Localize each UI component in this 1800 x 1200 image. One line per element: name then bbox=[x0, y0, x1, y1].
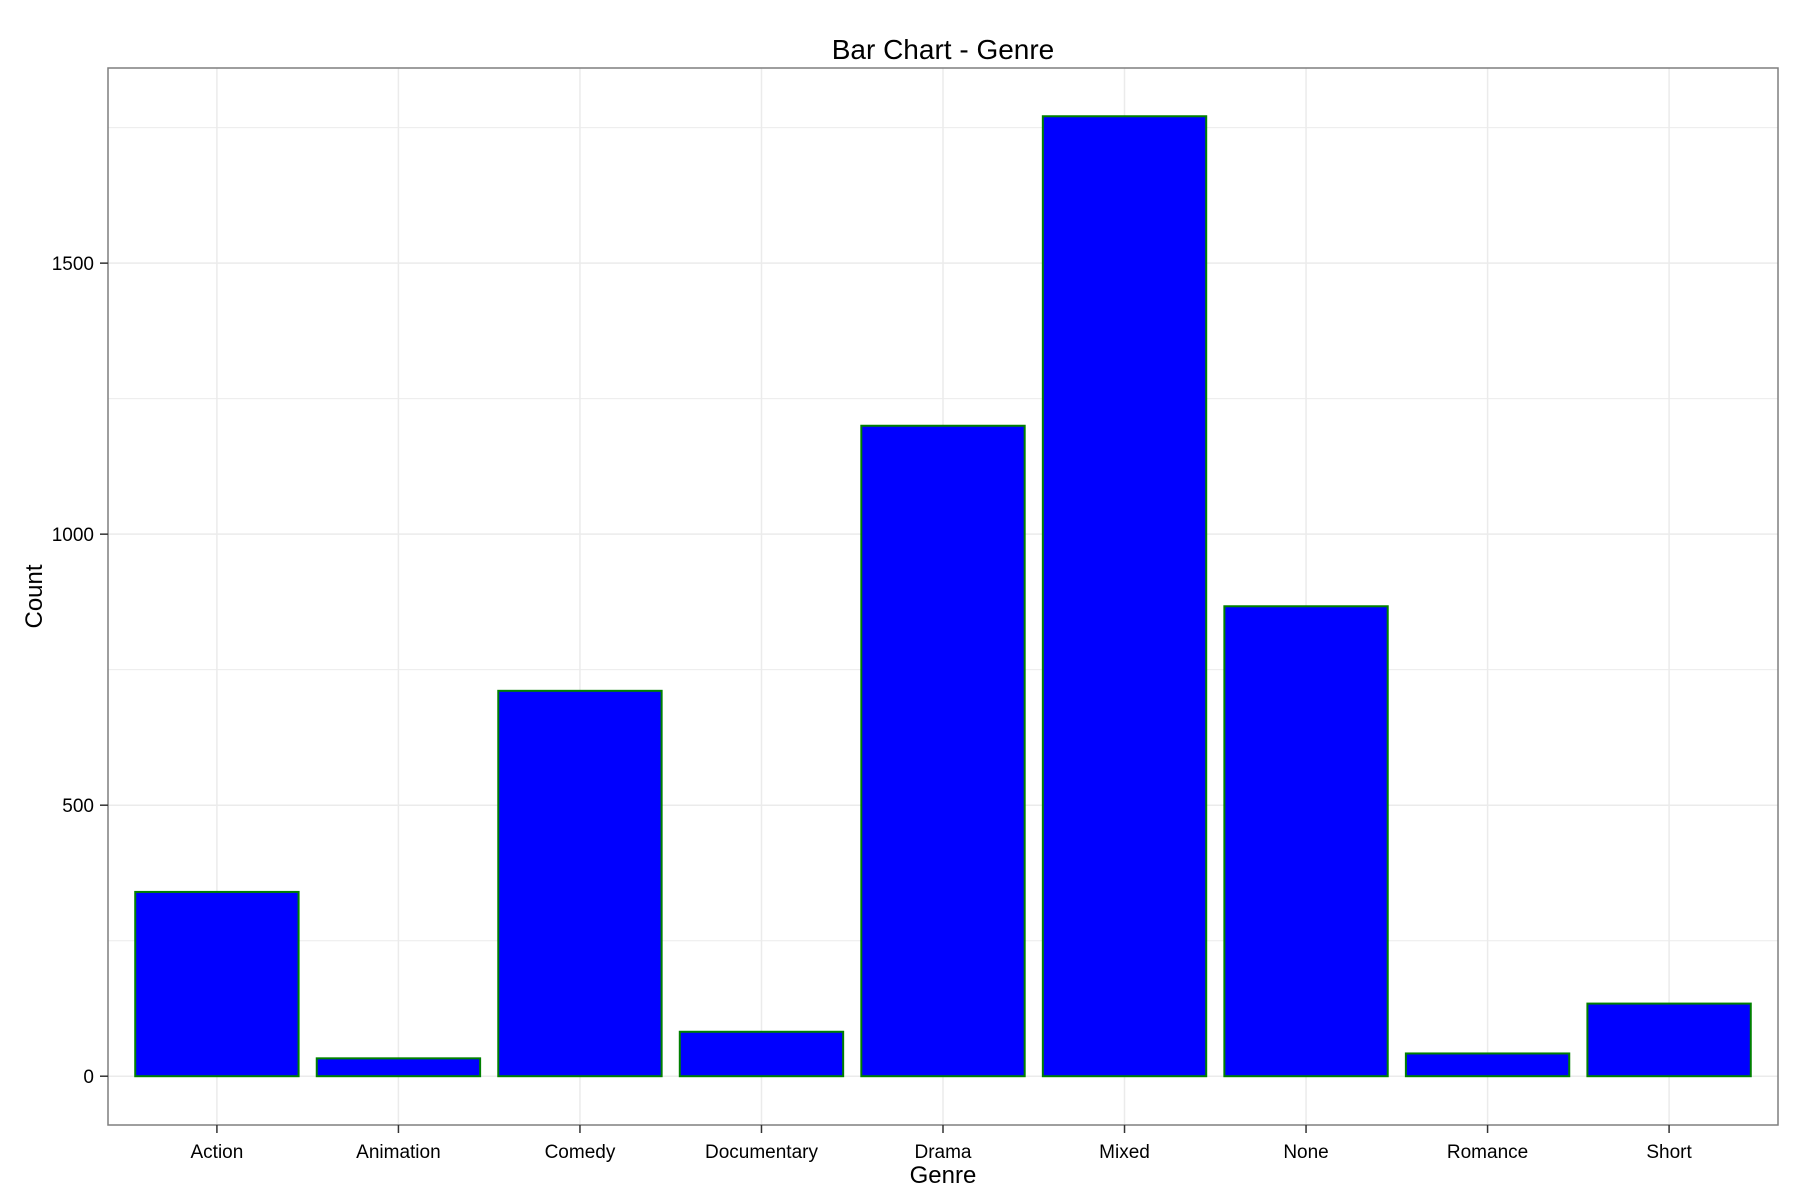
bars bbox=[134, 115, 1752, 1078]
x-axis-title: Genre bbox=[910, 1162, 977, 1189]
bar-drama bbox=[860, 424, 1026, 1078]
x-axis-ticks: Action Animation Comedy Documentary Drama Mix… bbox=[191, 1125, 1693, 1163]
y-tick-label: 1500 bbox=[52, 254, 94, 275]
x-tick-label: Comedy bbox=[545, 1142, 616, 1163]
bar-short bbox=[1586, 1002, 1752, 1078]
x-tick-label: Romance bbox=[1447, 1142, 1528, 1163]
y-tick-label: 1000 bbox=[52, 525, 94, 546]
x-tick-label: Drama bbox=[914, 1142, 971, 1163]
bar-mixed bbox=[1041, 115, 1208, 1078]
x-tick-label: Documentary bbox=[705, 1142, 818, 1163]
x-tick-label: Mixed bbox=[1099, 1142, 1150, 1163]
y-axis-ticks: 0 500 1000 1500 bbox=[52, 254, 108, 1088]
bar-action bbox=[134, 890, 300, 1078]
y-tick-label: 500 bbox=[62, 796, 94, 817]
bar-animation bbox=[315, 1057, 482, 1078]
x-tick-label: Action bbox=[191, 1142, 244, 1163]
x-tick-label: None bbox=[1283, 1142, 1328, 1163]
bar-none bbox=[1223, 605, 1389, 1078]
x-tick-label: Short bbox=[1646, 1142, 1692, 1163]
bar-romance bbox=[1404, 1052, 1571, 1078]
bar-documentary bbox=[678, 1030, 845, 1078]
chart-title: Bar Chart - Genre bbox=[832, 34, 1055, 65]
y-tick-label: 0 bbox=[83, 1067, 94, 1088]
bar-comedy bbox=[497, 689, 663, 1078]
x-tick-label: Animation bbox=[356, 1142, 441, 1163]
y-axis-title: Count bbox=[21, 564, 48, 628]
